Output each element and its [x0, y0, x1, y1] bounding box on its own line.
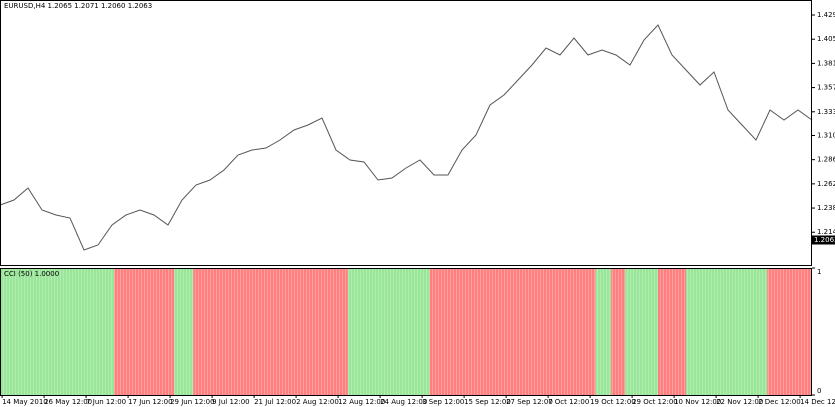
bar-stripes: [595, 268, 612, 395]
y-tick-label: 1.2380: [817, 204, 835, 212]
y-tick-label: 1.2860: [817, 156, 835, 164]
x-tick-label: 7 Oct 12:00: [548, 398, 589, 406]
y-tick-label: 1.4295: [817, 11, 835, 19]
bar-stripes: [611, 268, 626, 395]
x-tick-label: 26 May 12:00: [44, 398, 92, 406]
pane-frame: [0, 268, 812, 396]
x-tick-label: 14 May 2010: [2, 398, 48, 406]
x-tick-label: 2 Dec 12:00: [758, 398, 801, 406]
x-tick-label: 21 Jul 12:00: [254, 398, 296, 406]
y-tick-label: 1.3100: [817, 131, 835, 139]
y-tick-label: 1.4055: [817, 35, 835, 43]
last-price-label: 1.2063: [814, 236, 835, 244]
x-tick-label: 10 Nov 12:00: [674, 398, 721, 406]
y-tick-label: 1.3575: [817, 84, 835, 92]
bar-stripes: [686, 268, 768, 395]
bar-stripes: [0, 268, 115, 395]
x-tick-label: 15 Sep 12:00: [464, 398, 511, 406]
y-tick-label: 0: [817, 387, 821, 395]
x-tick-label: 27 Sep 12:00: [506, 398, 553, 406]
bar-stripes: [174, 268, 194, 395]
x-tick-label: 24 Aug 12:00: [380, 398, 427, 406]
x-tick-label: 12 Aug 12:00: [338, 398, 385, 406]
bar-stripes: [767, 268, 812, 395]
x-tick-label: 7 Jun 12:00: [86, 398, 126, 406]
y-tick-label: 1: [817, 268, 821, 276]
bar-stripes: [347, 268, 430, 395]
last-price-marker: [812, 235, 835, 245]
bar-stripes: [193, 268, 348, 395]
pane-title: CCI (50) 1.0000: [4, 270, 59, 278]
y-tick-label: 1.3815: [817, 59, 835, 67]
x-tick-label: 19 Oct 12:00: [590, 398, 636, 406]
x-tick-label: 29 Jun 12:00: [170, 398, 214, 406]
x-tick-label: 14 Dec 12:00: [800, 398, 835, 406]
x-tick-label: 9 Jul 12:00: [212, 398, 250, 406]
bar-stripes: [429, 268, 596, 395]
y-tick-label: 1.2620: [817, 180, 835, 188]
x-tick-label: 2 Aug 12:00: [296, 398, 339, 406]
x-tick-label: 22 Nov 12:00: [716, 398, 763, 406]
price-line: [0, 24, 813, 251]
pane-title: EURUSD,H4 1.2065 1.2071 1.2060 1.2063: [4, 2, 152, 10]
y-tick-label: 1.3335: [817, 108, 835, 116]
y-tick-label: 1.2140: [817, 228, 835, 236]
x-tick-label: 3 Sep 12:00: [422, 398, 464, 406]
bar-stripes: [658, 268, 686, 395]
x-tick-label: 29 Oct 12:00: [632, 398, 678, 406]
bar-stripes: [114, 268, 175, 395]
x-tick-label: 17 Jun 12:00: [128, 398, 172, 406]
pane-frame: [0, 0, 812, 266]
bar-stripes: [625, 268, 658, 395]
